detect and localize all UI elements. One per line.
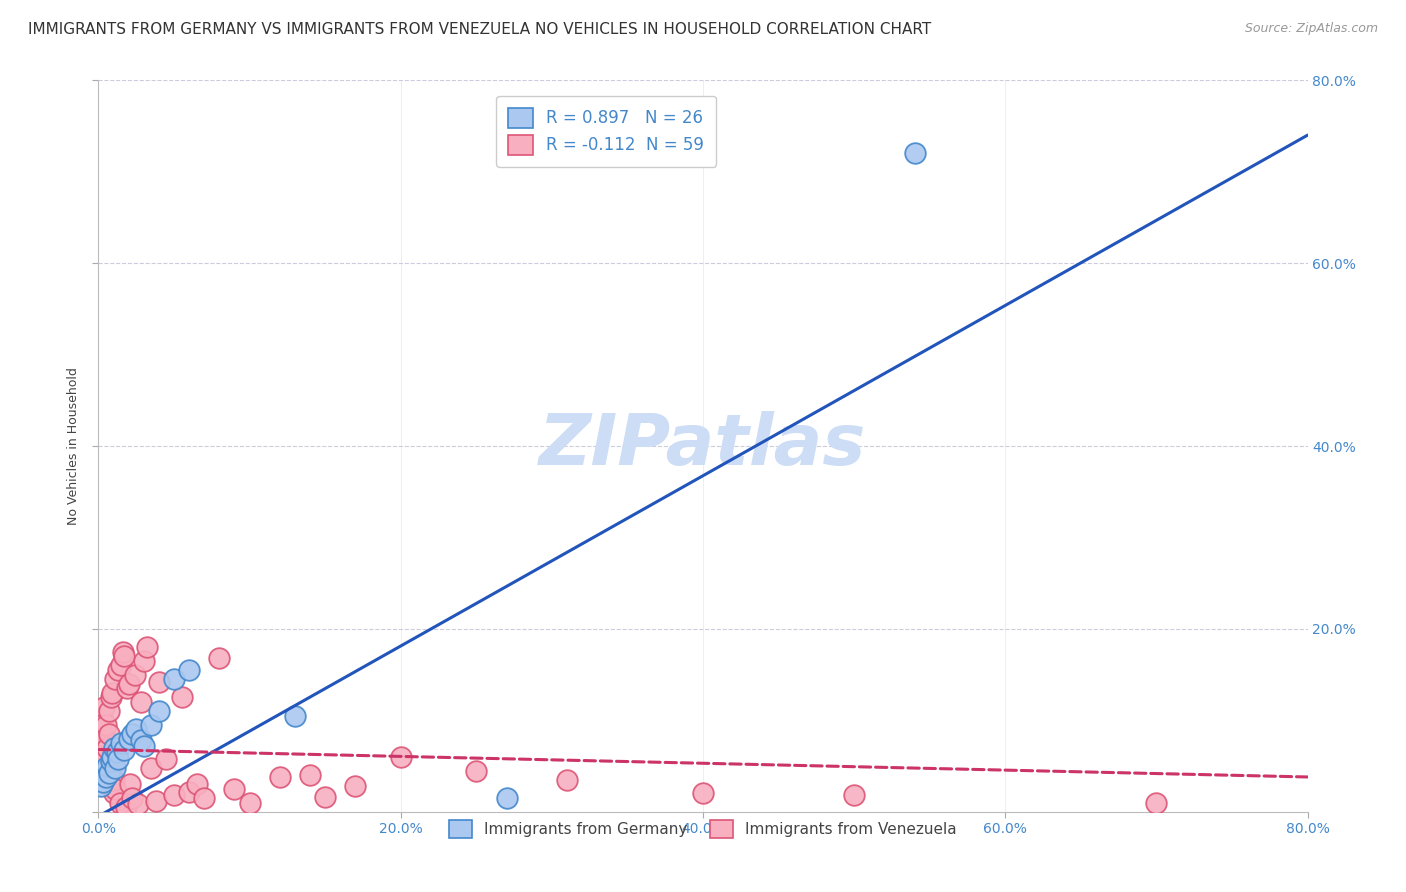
Point: [148, 674, 170, 689]
Point: [104, 672, 127, 686]
Point: [170, 690, 193, 705]
Point: [135, 640, 157, 655]
Point: [121, 727, 143, 741]
Point: [96, 764, 118, 778]
Point: [100, 768, 122, 782]
Point: [101, 749, 124, 764]
Point: [1144, 796, 1167, 810]
Point: [90, 736, 112, 750]
Point: [103, 740, 125, 755]
Text: IMMIGRANTS FROM GERMANY VS IMMIGRANTS FROM VENEZUELA NO VEHICLES IN HOUSEHOLD CO: IMMIGRANTS FROM GERMANY VS IMMIGRANTS FR…: [28, 22, 931, 37]
Point: [844, 789, 866, 803]
Point: [299, 768, 322, 782]
Point: [111, 645, 134, 659]
Point: [239, 796, 262, 810]
Point: [155, 752, 177, 766]
Point: [104, 761, 127, 775]
Point: [101, 759, 124, 773]
Point: [125, 723, 148, 737]
Point: [163, 789, 186, 803]
Point: [193, 791, 215, 805]
Text: Source: ZipAtlas.com: Source: ZipAtlas.com: [1244, 22, 1378, 36]
Point: [94, 749, 117, 764]
Point: [90, 779, 112, 793]
Point: [127, 797, 149, 812]
Point: [96, 759, 118, 773]
Point: [284, 708, 307, 723]
Point: [141, 718, 163, 732]
Point: [96, 740, 118, 755]
Point: [90, 723, 112, 737]
Point: [269, 770, 291, 784]
Point: [141, 761, 163, 775]
Point: [114, 800, 136, 814]
Point: [105, 745, 128, 759]
Legend: Immigrants from Germany, Immigrants from Venezuela: Immigrants from Germany, Immigrants from…: [443, 814, 963, 845]
Y-axis label: No Vehicles in Household: No Vehicles in Household: [66, 368, 80, 524]
Point: [98, 727, 121, 741]
Point: [465, 764, 488, 778]
Point: [224, 781, 246, 796]
Point: [93, 699, 115, 714]
Point: [179, 784, 201, 798]
Point: [107, 663, 129, 677]
Point: [104, 781, 127, 796]
Point: [132, 739, 155, 753]
Point: [145, 794, 167, 808]
Point: [103, 787, 125, 801]
Text: ZIPatlas: ZIPatlas: [540, 411, 866, 481]
Point: [118, 676, 141, 690]
Point: [110, 736, 132, 750]
Point: [98, 766, 121, 780]
Point: [132, 654, 155, 668]
Point: [100, 690, 122, 705]
Point: [91, 775, 114, 789]
Point: [94, 770, 117, 784]
Point: [101, 686, 124, 700]
Point: [389, 749, 412, 764]
Point: [344, 779, 367, 793]
Point: [112, 742, 135, 756]
Point: [124, 667, 146, 681]
Point: [93, 764, 115, 778]
Point: [100, 755, 122, 769]
Point: [107, 752, 129, 766]
Point: [98, 704, 121, 718]
Point: [208, 651, 231, 665]
Point: [179, 663, 201, 677]
Point: [103, 772, 125, 787]
Point: [118, 731, 141, 746]
Point: [495, 791, 517, 805]
Point: [94, 718, 117, 732]
Point: [129, 695, 152, 709]
Point: [110, 658, 132, 673]
Point: [692, 787, 714, 801]
Point: [314, 790, 336, 805]
Point: [121, 791, 143, 805]
Point: [904, 146, 927, 161]
Point: [129, 733, 152, 747]
Point: [148, 704, 170, 718]
Point: [186, 777, 208, 791]
Point: [108, 796, 131, 810]
Point: [112, 649, 135, 664]
Point: [91, 714, 114, 728]
Point: [115, 681, 138, 696]
Point: [555, 772, 578, 787]
Point: [91, 742, 114, 756]
Point: [163, 672, 186, 686]
Point: [93, 730, 115, 744]
Point: [89, 755, 111, 769]
Point: [105, 745, 128, 759]
Point: [120, 777, 142, 791]
